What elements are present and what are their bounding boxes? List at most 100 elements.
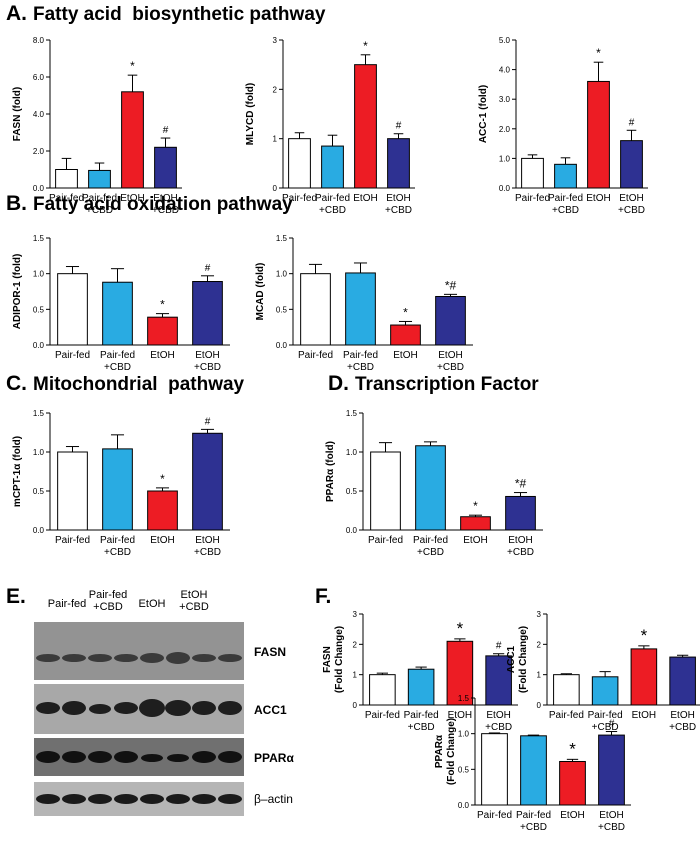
blot-band <box>114 794 138 804</box>
y-tick-label: 0 <box>273 184 278 193</box>
category-label: Pair-fed <box>282 193 317 204</box>
category-label: +CBD <box>592 722 619 733</box>
bar <box>460 516 491 531</box>
section-title-text: Transcription Factor <box>355 374 539 395</box>
significance-mark: * <box>363 39 368 53</box>
y-tick-label: 1.0 <box>276 270 288 279</box>
category-label: Pair-fed <box>298 350 333 361</box>
y-axis-label-line: (Fold Change) <box>518 626 529 693</box>
significance-mark: # <box>496 641 502 652</box>
blot-band <box>192 654 216 662</box>
y-tick-label: 0.0 <box>276 341 288 350</box>
category-label: +CBD <box>669 722 696 733</box>
section-b-title: B. Fatty acid oxidation pathway <box>6 192 293 216</box>
category-label: EtOH <box>448 710 472 721</box>
bar <box>591 676 619 706</box>
bar <box>598 734 625 806</box>
blot-band <box>62 654 86 662</box>
y-tick-label: 1.0 <box>33 448 45 457</box>
blot-protein-label: FASN <box>254 645 287 659</box>
y-axis-label: FASN(Fold Change) <box>322 626 345 693</box>
category-label: +CBD <box>194 362 221 373</box>
y-tick-label: 5.0 <box>499 36 511 45</box>
y-axis-label: MLYCD (fold) <box>245 83 256 145</box>
bar <box>154 146 177 189</box>
category-label: EtOH <box>153 193 177 204</box>
blot-lane-label: EtOH +CBD <box>172 589 216 613</box>
blot-protein-label: ACC1 <box>254 703 287 717</box>
bar <box>505 495 536 531</box>
blot-band <box>165 700 191 716</box>
section-letter: B. <box>6 192 27 215</box>
category-label: Pair-fed <box>365 710 400 721</box>
y-axis-label: ADIPOR-1 (fold) <box>12 254 23 330</box>
category-label: +CBD <box>347 362 374 373</box>
bar <box>415 445 446 531</box>
blot-band <box>36 751 60 763</box>
section-letter: F. <box>315 585 332 608</box>
y-axis-label: ACC-1 (fold) <box>478 85 489 143</box>
bar <box>192 281 223 346</box>
category-label: +CBD <box>104 547 131 558</box>
bar <box>57 451 88 531</box>
significance-mark: # <box>205 263 211 274</box>
category-label: Pair-fed <box>55 535 90 546</box>
category-label: Pair-fed <box>413 535 448 546</box>
section-f-title: F. <box>315 585 337 609</box>
y-tick-label: 1.5 <box>33 409 45 418</box>
category-label: Pair-fed <box>549 710 584 721</box>
bar <box>446 640 474 706</box>
category-label: EtOH <box>393 350 417 361</box>
section-letter: C. <box>6 372 27 395</box>
category-label: EtOH <box>670 710 694 721</box>
category-label: EtOH <box>438 350 462 361</box>
blot-band <box>88 751 112 763</box>
y-tick-label: 3.0 <box>499 95 511 104</box>
y-tick-label: 3 <box>353 610 358 619</box>
category-label: +CBD <box>618 205 645 216</box>
y-tick-label: 0.0 <box>346 526 358 535</box>
category-label: EtOH <box>599 810 623 821</box>
bar <box>345 272 376 346</box>
section-a-title: A. Fatty acid biosynthetic pathway <box>6 2 325 26</box>
bar <box>300 273 331 346</box>
blot-band <box>114 751 138 763</box>
category-label: EtOH <box>353 193 377 204</box>
y-tick-label: 3 <box>273 36 278 45</box>
section-d-title: D. Transcription Factor <box>328 372 539 396</box>
bar <box>559 760 586 806</box>
category-label: +CBD <box>598 822 625 833</box>
category-label: EtOH <box>120 193 144 204</box>
bar <box>387 138 410 189</box>
blot-lane-label: Pair-fed +CBD <box>83 589 133 613</box>
section-title-text: Mitochondrial pathway <box>33 374 245 395</box>
chart-group: 0.0 2.0 4.0 6.0 8.0 FASN (fold) Pair-fedPair-f… <box>12 36 182 216</box>
blot-band <box>88 794 112 804</box>
significance-mark: # <box>629 117 635 128</box>
blot-band <box>89 704 111 714</box>
category-label: Pair-fed <box>49 193 84 204</box>
blot-protein-label: PPARα <box>254 751 294 765</box>
category-label: +CBD <box>194 547 221 558</box>
bar <box>192 432 223 531</box>
blot-band <box>192 751 216 763</box>
category-label: +CBD <box>437 362 464 373</box>
bar <box>435 295 466 346</box>
y-tick-label: 0.0 <box>499 184 511 193</box>
lane-label-text: EtOH <box>138 598 166 610</box>
y-tick-label: 0.5 <box>276 305 288 314</box>
blot-protein-label: β–actin <box>254 792 293 806</box>
y-tick-label: 1 <box>537 671 542 680</box>
category-label: +CBD <box>552 205 579 216</box>
blot-ppara <box>34 738 244 776</box>
section-title-text: Fatty acid biosynthetic pathway <box>33 4 326 25</box>
y-axis-label-line: (Fold Change) <box>446 718 457 785</box>
section-letter: D. <box>328 372 349 395</box>
significance-mark: # <box>163 125 169 136</box>
y-tick-label: 0 <box>537 701 542 710</box>
